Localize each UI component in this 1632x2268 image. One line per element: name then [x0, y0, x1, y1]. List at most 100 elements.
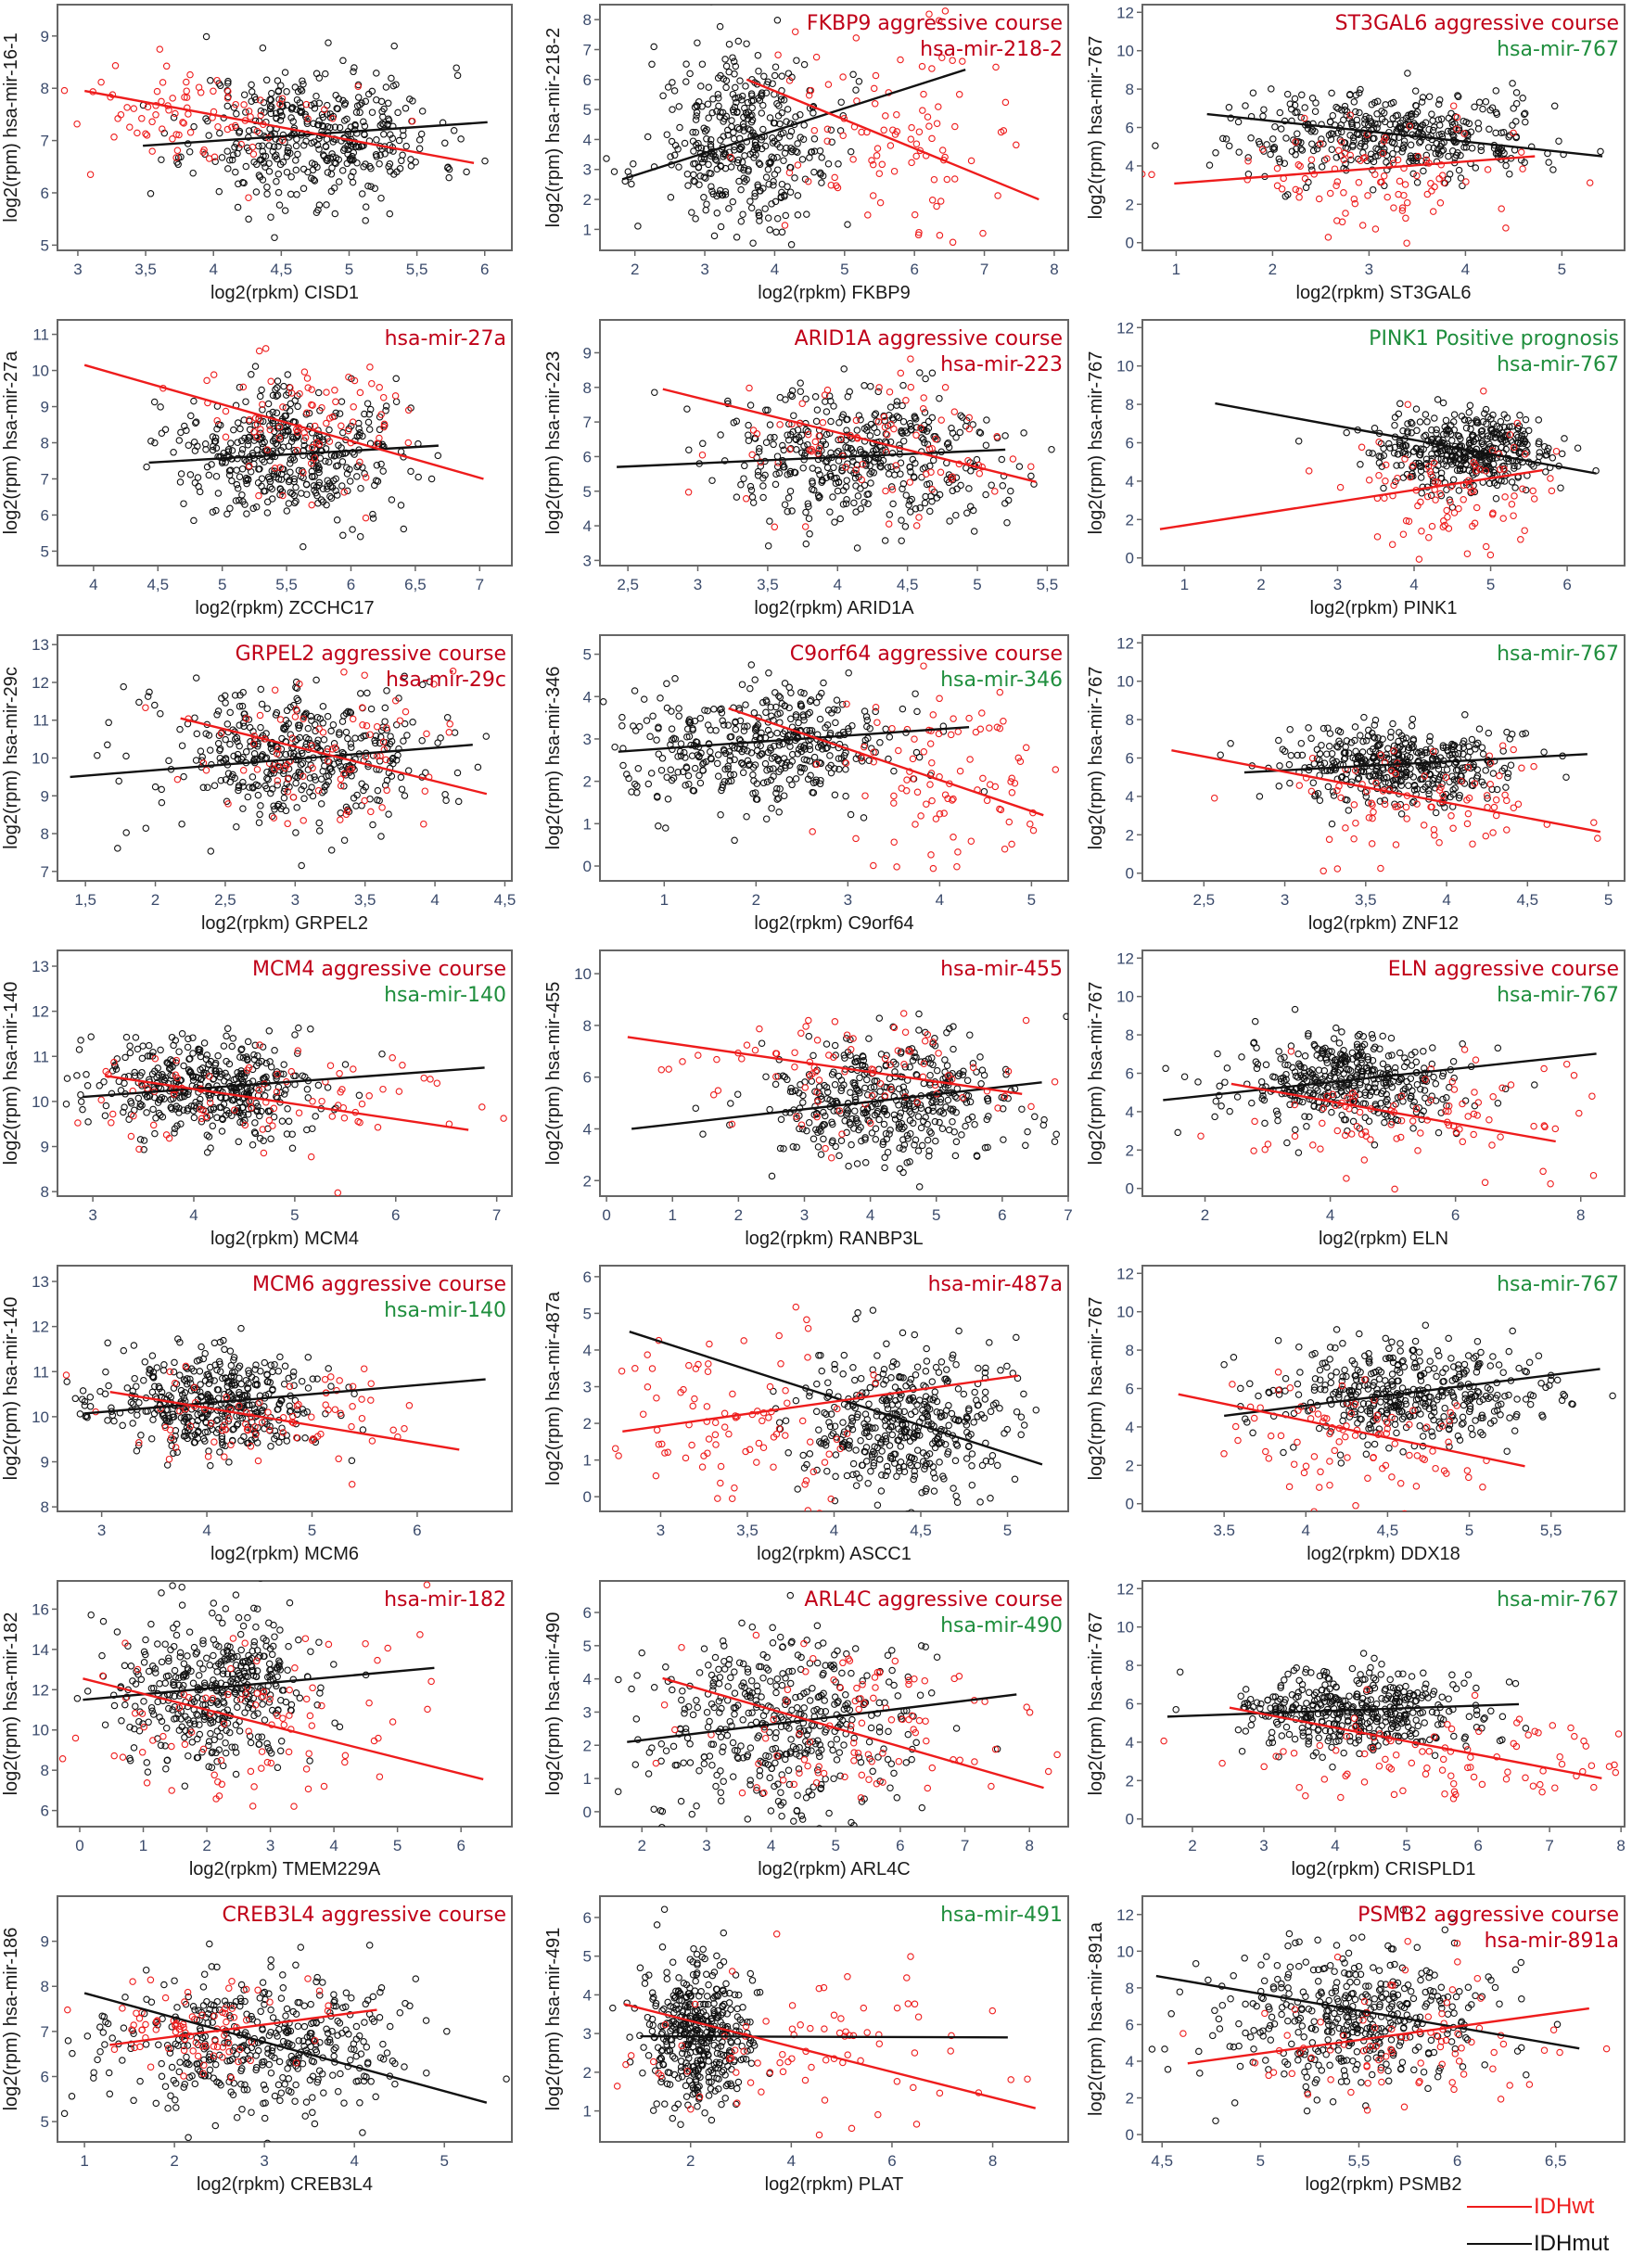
- data-point-idhwt: [363, 721, 371, 730]
- data-point-idhmut: [346, 708, 354, 716]
- data-point-idhwt: [965, 425, 974, 433]
- data-point-idhwt: [278, 95, 287, 102]
- regression-line-idhmut: [70, 744, 473, 779]
- data-point-idhwt: [1008, 774, 1015, 783]
- data-point-idhmut: [1428, 426, 1435, 434]
- data-point-idhmut: [239, 783, 247, 790]
- data-point-idhwt: [1437, 160, 1445, 169]
- data-point-idhmut: [844, 221, 851, 228]
- data-point-idhwt: [60, 86, 69, 95]
- data-point-idhmut: [698, 60, 707, 68]
- data-point-idhmut: [1471, 488, 1479, 496]
- data-point-idhwt: [979, 229, 987, 237]
- data-point-idhwt: [1387, 767, 1396, 775]
- data-point-idhmut: [1545, 159, 1552, 166]
- data-point-idhmut: [1451, 784, 1459, 792]
- data-point-idhmut: [290, 475, 299, 483]
- data-point-idhmut: [791, 174, 798, 182]
- data-point-idhmut: [1454, 93, 1462, 101]
- data-point-idhmut: [1460, 144, 1468, 151]
- data-point-idhmut: [373, 136, 380, 144]
- data-point-idhmut: [1400, 141, 1408, 148]
- data-point-idhmut: [715, 102, 722, 110]
- data-point-idhmut: [323, 201, 330, 209]
- data-point-idhwt: [379, 393, 388, 401]
- data-point-idhmut: [191, 478, 199, 487]
- data-point-idhwt: [1425, 533, 1433, 542]
- data-point-idhwt: [1382, 461, 1390, 469]
- data-point-idhwt: [217, 730, 225, 737]
- data-point-idhmut: [254, 791, 262, 799]
- data-point-idhmut: [669, 745, 676, 754]
- data-point-idhwt: [1026, 820, 1034, 828]
- data-point-idhmut: [655, 723, 662, 732]
- data-point-idhmut: [809, 788, 816, 796]
- data-point-idhwt: [138, 115, 146, 122]
- data-point-idhmut: [406, 96, 414, 103]
- data-point-idhwt: [951, 122, 959, 131]
- data-point-idhwt: [1462, 178, 1470, 185]
- data-point-idhmut: [258, 475, 266, 482]
- data-point-idhwt: [1489, 829, 1497, 836]
- data-point-idhmut: [834, 707, 841, 714]
- data-point-idhmut: [944, 439, 952, 447]
- data-point-idhwt: [950, 795, 957, 803]
- data-point-idhwt: [337, 816, 344, 823]
- data-point-idhmut: [850, 499, 858, 507]
- data-point-idhmut: [923, 427, 931, 435]
- data-point-idhmut: [811, 393, 820, 401]
- data-point-idhmut: [682, 764, 691, 772]
- data-point-idhmut: [737, 217, 746, 225]
- data-point-idhmut: [216, 745, 224, 753]
- data-point-idhmut: [1395, 410, 1403, 418]
- data-point-idhmut: [777, 193, 785, 201]
- data-point-idhwt: [1392, 803, 1399, 810]
- data-point-idhmut: [1455, 794, 1463, 802]
- data-point-idhwt: [852, 835, 860, 843]
- data-point-idhmut: [908, 495, 916, 503]
- data-point-idhwt: [1375, 471, 1383, 479]
- data-point-idhmut: [1461, 711, 1469, 719]
- data-point-idhmut: [278, 112, 286, 120]
- plot-frame: [57, 634, 513, 882]
- data-point-idhmut: [279, 802, 287, 810]
- data-point-idhmut: [690, 147, 697, 155]
- data-point-idhmut: [294, 721, 302, 729]
- data-point-idhmut: [1372, 757, 1381, 764]
- data-point-idhmut: [1313, 145, 1321, 153]
- data-point-idhwt: [391, 392, 400, 400]
- data-point-idhwt: [126, 123, 134, 131]
- data-point-idhmut: [911, 413, 919, 420]
- data-point-idhmut: [1364, 799, 1372, 807]
- data-point-idhmut: [293, 106, 300, 113]
- data-point-idhmut: [376, 151, 384, 159]
- data-point-idhmut: [1301, 104, 1308, 111]
- data-point-idhwt: [240, 101, 248, 108]
- scatter-panel-c9orf64: 1 2 3 4 5 0 1 2 3 4 5 log2(rpkm) C9orf64 log2(rpm) h…: [542, 631, 1076, 946]
- data-point-idhmut: [928, 497, 936, 505]
- data-point-idhmut: [1419, 483, 1426, 491]
- data-point-idhmut: [282, 750, 290, 758]
- data-point-idhmut: [257, 107, 265, 115]
- data-point-idhmut: [671, 675, 679, 682]
- data-point-idhmut: [1442, 416, 1450, 425]
- data-point-idhmut: [256, 392, 264, 401]
- data-point-idhmut: [784, 507, 791, 516]
- data-point-idhmut: [1509, 80, 1516, 87]
- data-point-idhwt: [928, 65, 936, 72]
- data-point-idhmut: [675, 705, 682, 712]
- data-point-idhwt: [925, 10, 933, 18]
- data-point-idhmut: [698, 159, 707, 166]
- data-point-idhmut: [683, 171, 692, 178]
- data-point-idhmut: [170, 113, 178, 121]
- y-tick-label: 9: [41, 787, 49, 805]
- data-point-idhwt: [281, 764, 289, 772]
- data-point-idhmut: [192, 419, 199, 427]
- data-point-idhmut: [819, 745, 826, 753]
- data-point-idhmut: [1247, 134, 1255, 142]
- data-point-idhwt: [966, 756, 974, 763]
- data-point-idhmut: [295, 724, 303, 733]
- data-point-idhmut: [312, 727, 319, 735]
- data-point-idhmut: [1458, 413, 1466, 420]
- data-point-idhwt: [976, 725, 985, 733]
